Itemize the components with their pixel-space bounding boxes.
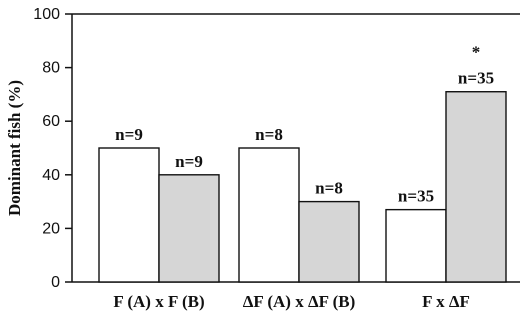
x-tick-label: ΔF (A) x ΔF (B) xyxy=(243,292,356,311)
bar xyxy=(445,91,507,283)
x-tick-label: F x ΔF xyxy=(422,292,470,311)
bar xyxy=(158,174,220,283)
y-tick-label: 100 xyxy=(33,6,60,23)
y-tick-label: 40 xyxy=(42,167,60,184)
data-labels: n=9 n=9 n=8 n=8 n=35 n=35 * xyxy=(115,43,494,206)
bar xyxy=(298,200,360,283)
bar-n-label: n=9 xyxy=(175,152,203,171)
y-tick-label: 20 xyxy=(42,220,60,237)
y-tick-label: 80 xyxy=(42,60,60,77)
bars xyxy=(98,91,507,283)
y-ticks: 0 20 40 60 80 100 xyxy=(33,6,72,291)
bar xyxy=(238,147,300,283)
bar xyxy=(98,147,160,283)
x-tick-label: F (A) x F (B) xyxy=(113,292,204,311)
y-axis-label: Dominant fish (%) xyxy=(5,80,24,216)
bar-n-label: n=9 xyxy=(115,125,143,144)
significance-asterisk: * xyxy=(472,43,481,62)
bar-n-label: n=35 xyxy=(458,69,494,88)
bar-n-label: n=35 xyxy=(398,187,434,206)
bar-n-label: n=8 xyxy=(315,179,343,198)
y-tick-label: 0 xyxy=(51,274,60,291)
x-tick-labels: F (A) x F (B) ΔF (A) x ΔF (B) F x ΔF xyxy=(113,292,470,311)
bar-n-label: n=8 xyxy=(255,125,283,144)
bar xyxy=(385,208,447,283)
y-tick-label: 60 xyxy=(42,113,60,130)
